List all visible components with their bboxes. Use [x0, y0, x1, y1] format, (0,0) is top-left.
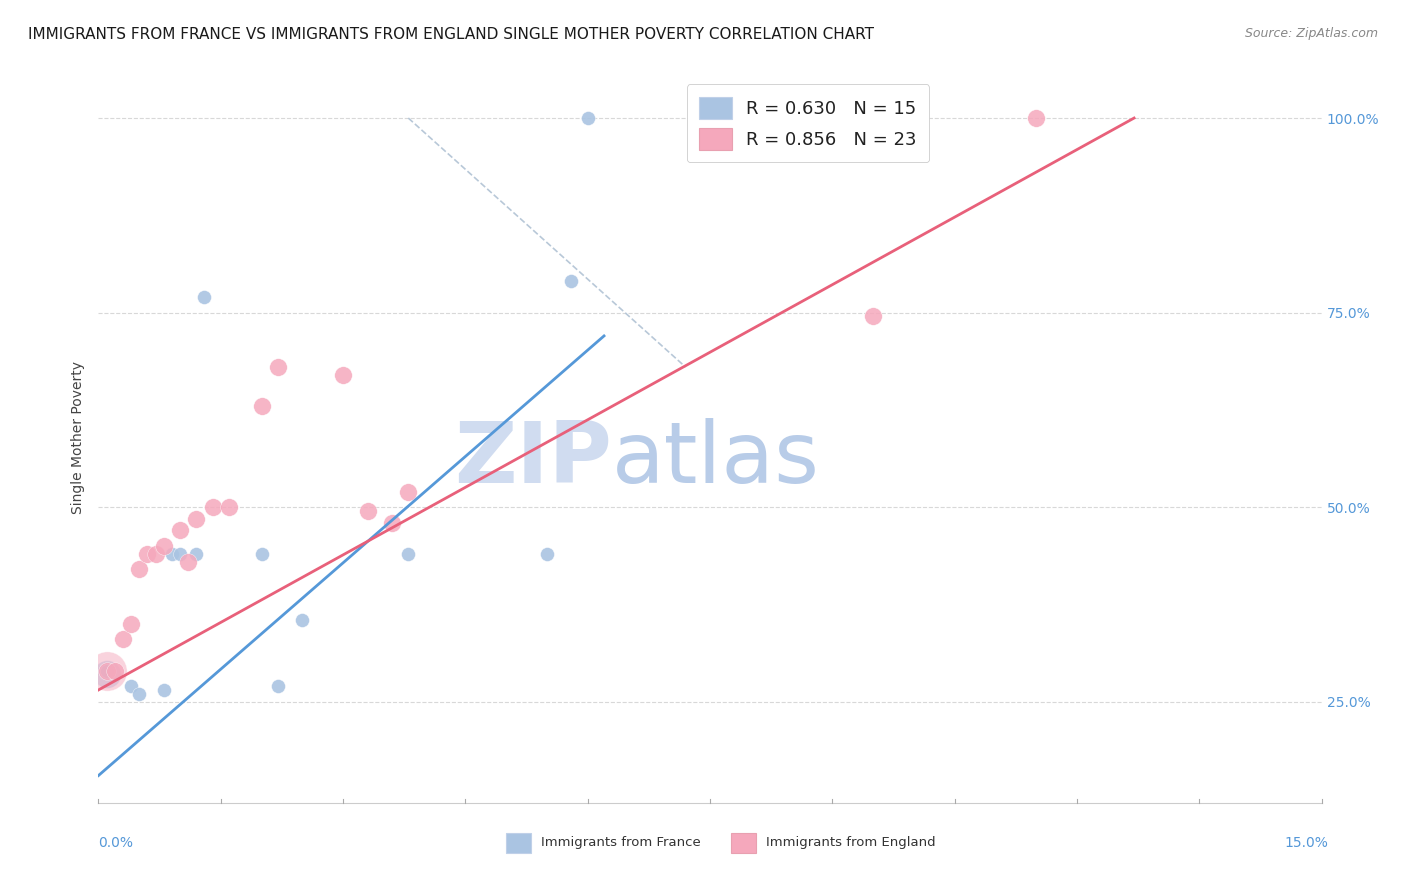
Point — [96, 664, 118, 678]
Point — [560, 275, 582, 289]
Text: 0.0%: 0.0% — [98, 836, 134, 850]
Point — [169, 524, 191, 538]
Point — [1025, 111, 1047, 125]
Point — [218, 500, 240, 515]
Point — [267, 679, 290, 693]
Point — [291, 613, 314, 627]
Point — [186, 547, 208, 561]
Point — [576, 111, 599, 125]
Y-axis label: Single Mother Poverty: Single Mother Poverty — [72, 360, 86, 514]
Point — [250, 399, 273, 413]
Point — [381, 516, 404, 530]
Text: Source: ZipAtlas.com: Source: ZipAtlas.com — [1244, 27, 1378, 40]
Point — [128, 687, 150, 701]
Point — [186, 512, 208, 526]
Legend: R = 0.630   N = 15, R = 0.856   N = 23: R = 0.630 N = 15, R = 0.856 N = 23 — [686, 84, 929, 162]
Point — [862, 310, 884, 324]
Point — [193, 290, 215, 304]
Text: ZIP: ZIP — [454, 417, 612, 500]
Text: atlas: atlas — [612, 417, 820, 500]
Point — [177, 555, 200, 569]
Point — [201, 500, 224, 515]
Point — [250, 547, 273, 561]
Point — [536, 547, 558, 561]
Point — [136, 547, 159, 561]
Text: Immigrants from France: Immigrants from France — [541, 837, 702, 849]
Text: Immigrants from England: Immigrants from England — [766, 837, 936, 849]
Point — [120, 679, 142, 693]
Point — [152, 539, 174, 553]
Point — [821, 111, 844, 125]
Point — [332, 368, 354, 382]
Point — [96, 667, 118, 681]
Point — [145, 547, 167, 561]
Point — [160, 547, 183, 561]
Point — [96, 664, 118, 678]
Point — [267, 359, 290, 374]
Point — [111, 632, 134, 647]
Text: 15.0%: 15.0% — [1285, 836, 1329, 850]
Point — [356, 504, 378, 518]
Point — [96, 664, 118, 678]
Point — [396, 547, 419, 561]
Point — [396, 484, 419, 499]
Point — [104, 664, 127, 678]
Text: IMMIGRANTS FROM FRANCE VS IMMIGRANTS FROM ENGLAND SINGLE MOTHER POVERTY CORRELAT: IMMIGRANTS FROM FRANCE VS IMMIGRANTS FRO… — [28, 27, 875, 42]
Point — [169, 547, 191, 561]
Point — [120, 616, 142, 631]
Point — [128, 562, 150, 576]
Point — [152, 683, 174, 698]
Point — [740, 111, 762, 125]
